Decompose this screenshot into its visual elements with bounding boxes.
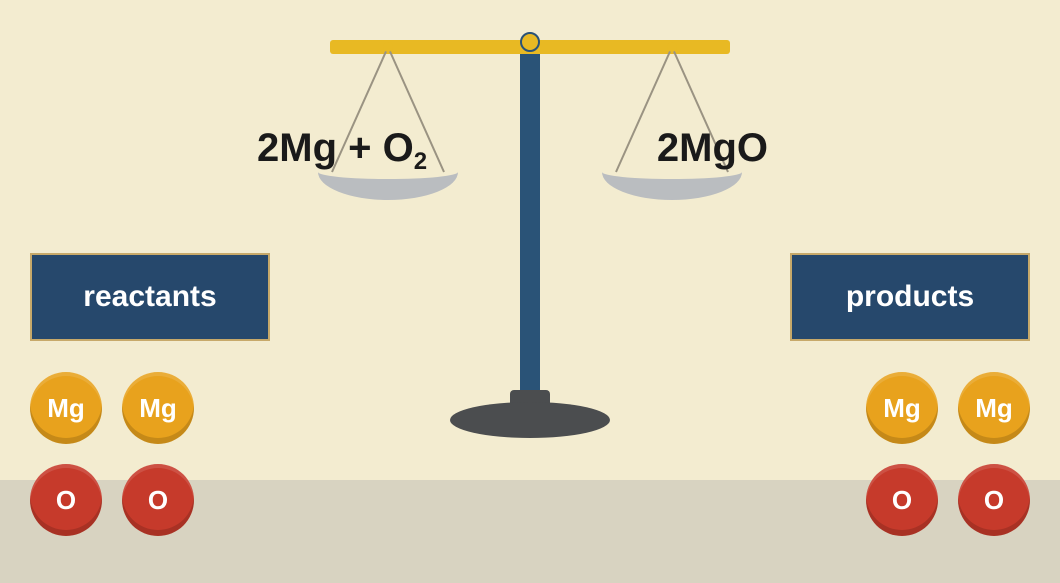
atom-mg: Mg bbox=[122, 372, 194, 444]
formula-reactants: 2Mg + O2 bbox=[257, 126, 427, 171]
product-atom-row: Mg Mg bbox=[866, 372, 1030, 444]
product-atom-row: OO bbox=[866, 464, 1030, 536]
reactant-atom-row: OO bbox=[30, 464, 194, 536]
atom-o: O bbox=[866, 464, 938, 536]
atom-mg: Mg bbox=[866, 372, 938, 444]
atom-mg: Mg bbox=[958, 372, 1030, 444]
formula-products: 2MgO bbox=[657, 126, 768, 171]
reactant-atoms: Mg Mg OO bbox=[30, 372, 194, 536]
formula-products-main: 2MgO bbox=[657, 126, 768, 170]
balance-scale bbox=[310, 20, 750, 460]
atom-mg: Mg bbox=[30, 372, 102, 444]
reactant-atom-row: Mg Mg bbox=[30, 372, 194, 444]
products-box: products bbox=[790, 253, 1030, 341]
balance-scale-svg bbox=[310, 20, 750, 460]
formula-reactants-main: 2Mg + O bbox=[257, 126, 414, 170]
reactants-label: reactants bbox=[83, 280, 216, 314]
reactants-box: reactants bbox=[30, 253, 270, 341]
atom-o: O bbox=[958, 464, 1030, 536]
atom-o: O bbox=[122, 464, 194, 536]
atom-o: O bbox=[30, 464, 102, 536]
formula-reactants-sub: 2 bbox=[414, 148, 427, 175]
product-atoms: Mg Mg OO bbox=[866, 372, 1030, 536]
products-label: products bbox=[846, 280, 974, 314]
